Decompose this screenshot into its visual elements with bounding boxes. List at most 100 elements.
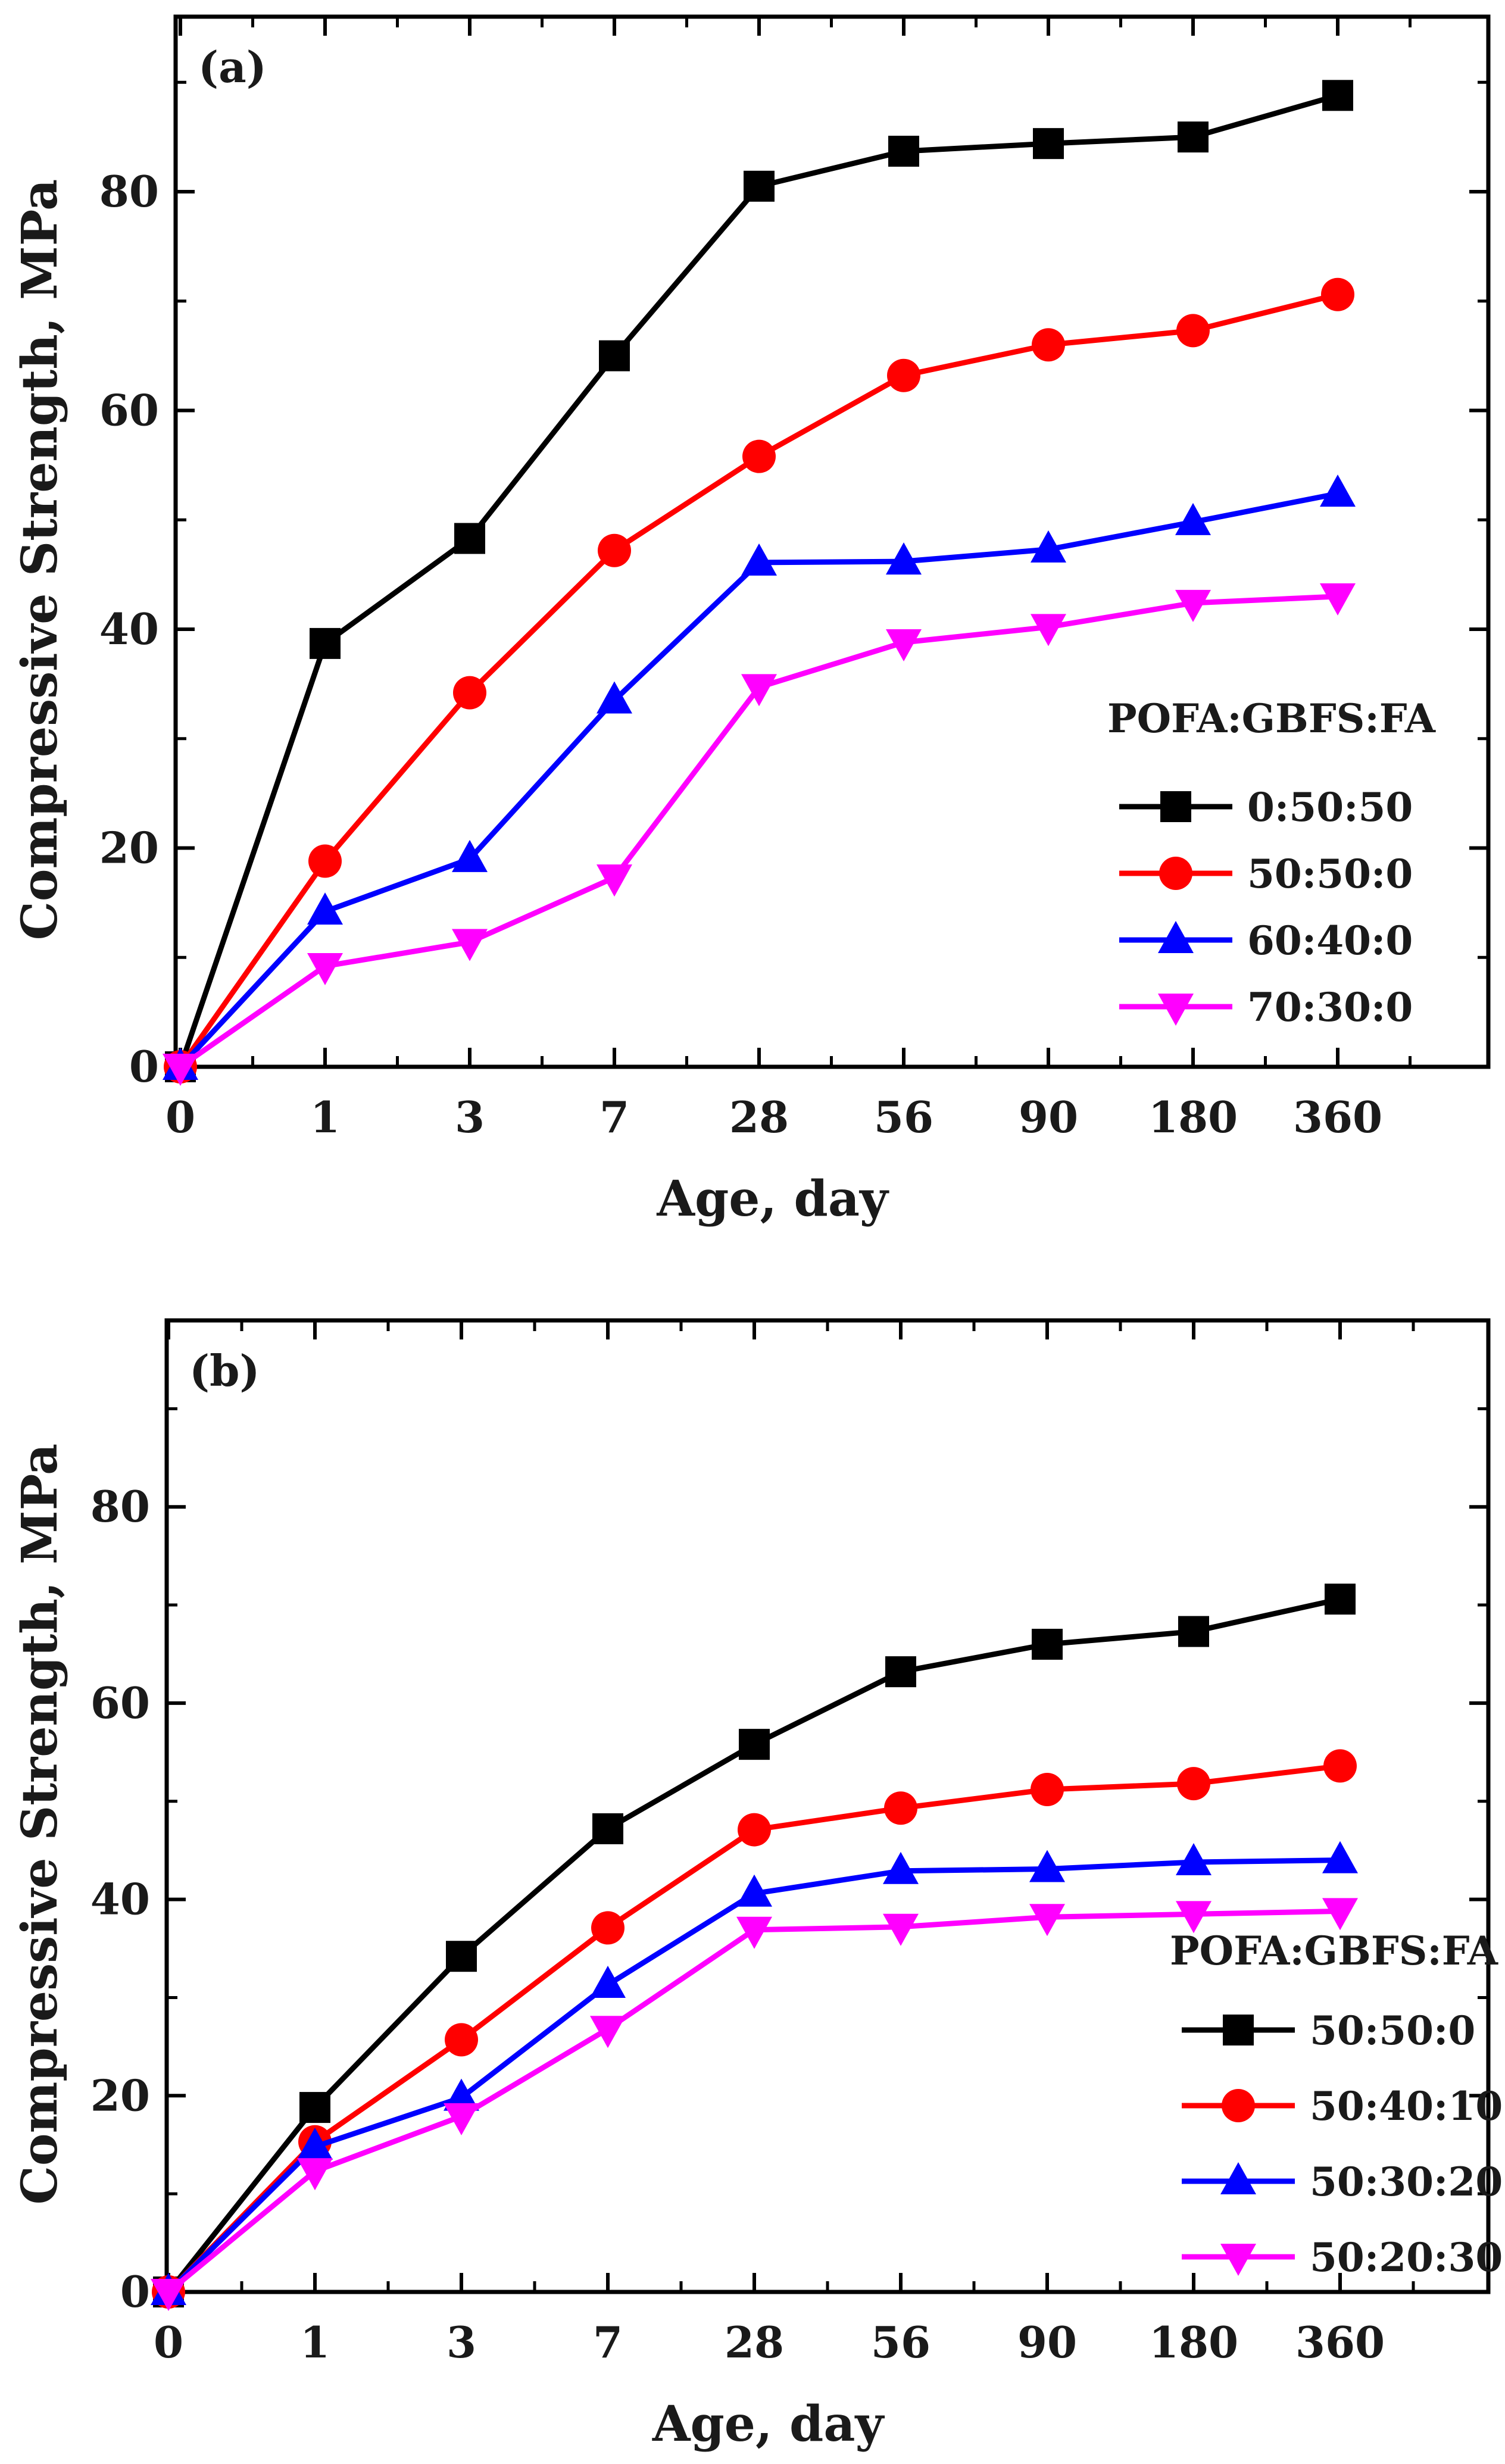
data-point [1178,1616,1209,1647]
x-tick-label: 1 [310,1092,340,1142]
data-point [1176,314,1210,348]
legend-swatch-marker [1158,921,1194,953]
data-point [1322,1898,1358,1931]
y-tick-label: 80 [99,166,159,217]
data-point [297,2158,333,2191]
data-point [597,681,632,714]
x-tick-label: 0 [154,2317,183,2368]
y-tick-label: 0 [129,1041,159,1092]
x-tick-label: 360 [1295,2317,1385,2368]
x-tick-label: 56 [874,1092,933,1142]
data-point [1032,1629,1063,1660]
y-tick-label: 40 [90,1874,150,1925]
data-point [1322,1841,1358,1873]
legend-swatch-marker [1159,857,1192,890]
data-point [307,892,343,925]
x-tick-label: 0 [166,1092,195,1142]
data-point [1320,583,1356,616]
data-point [163,1054,198,1086]
data-point [1029,1850,1065,1882]
data-point [446,1941,477,1972]
legend-swatch-marker [1220,2162,1256,2194]
data-point [1031,1772,1064,1806]
x-tick-label: 28 [725,2317,784,2368]
x-tick-label: 1 [300,2317,330,2368]
x-axis-title: Age, day [656,1170,889,1228]
legend-entry-label: 50:40:10 [1310,2083,1503,2129]
data-point [1176,1842,1212,1875]
data-point [883,1913,919,1946]
legend-swatch-marker [1158,994,1194,1026]
series-50:50:0 [164,277,1354,1083]
series-60:40:0 [163,474,1356,1080]
data-point [1322,80,1353,111]
data-point [1320,474,1356,507]
data-point [739,1729,770,1760]
legend-entry-label: 50:20:30 [1310,2234,1503,2281]
legend: POFA:GBFS:FA 50:50:0 50:40:10 50:30:20 50:20… [1170,1928,1503,2281]
data-point [151,2279,186,2311]
data-point [1033,128,1064,160]
legend-entry-label: 50:50:0 [1310,2007,1475,2054]
data-point [736,1874,772,1907]
y-tick-label: 0 [120,2266,150,2317]
series-70:30:0 [163,583,1356,1086]
series-line [167,1908,1341,2294]
data-point [1178,121,1209,153]
data-point [590,2016,626,2048]
legend-swatch-marker [1220,2244,1256,2276]
x-tick-label: 28 [729,1092,789,1142]
data-point [592,1813,623,1844]
data-point [310,627,341,659]
data-point [888,136,919,167]
data-point [1175,502,1211,535]
series-50:40:10 [152,1749,1357,2309]
data-point [1177,1767,1210,1801]
panel-label: (a) [198,42,267,92]
data-point [885,1656,916,1688]
series-0:50:50 [165,80,1353,1082]
data-point [444,2103,479,2135]
panel-label: (b) [189,1345,260,1396]
legend-swatch-marker [1223,2015,1254,2045]
data-point [884,1791,917,1825]
data-point [299,2092,330,2123]
y-tick-label: 60 [99,385,159,436]
x-tick-label: 3 [455,1092,485,1142]
data-point [452,839,488,872]
x-axis-title: Age, day [652,2396,885,2453]
data-point [1031,530,1066,563]
y-tick-label: 20 [99,823,159,873]
data-point [887,358,920,392]
data-point [886,629,922,662]
y-tick-label: 60 [90,1678,150,1728]
data-point [1175,589,1211,622]
legend-swatch-marker [1222,2089,1255,2122]
x-tick-label: 180 [1148,1092,1238,1142]
data-point [1325,1584,1356,1615]
series-line [177,92,1339,1068]
data-point [452,929,488,961]
data-point [1031,614,1066,647]
legend-entry-label: 50:30:20 [1310,2159,1503,2205]
data-point [591,1911,625,1945]
plot-frame [173,14,1491,1069]
y-axis-title: Compressive Strength, MPa [11,1444,68,2205]
x-tick-label: 56 [871,2317,931,2368]
chart-panel-a: (a) 0 20 40 60 80 0 1 3 7 28 56 90 180 360 Age, day Comp… [11,14,1491,1228]
data-point [297,2128,333,2160]
data-point [883,1851,919,1884]
series-50:50:0 [153,1584,1356,2307]
x-tick-label: 180 [1149,2317,1238,2368]
legend-entry-label: 60:40:0 [1247,917,1413,964]
y-axis-title: Compressive Strength, MPa [11,179,68,941]
data-point [736,1916,772,1949]
y-tick-label: 20 [90,2070,150,2121]
data-point [744,170,775,202]
y-tick-label: 80 [90,1481,150,1532]
x-tick-label: 7 [599,1092,629,1142]
data-point [738,1813,771,1847]
x-tick-label: 90 [1019,1092,1078,1142]
data-point [741,543,777,576]
